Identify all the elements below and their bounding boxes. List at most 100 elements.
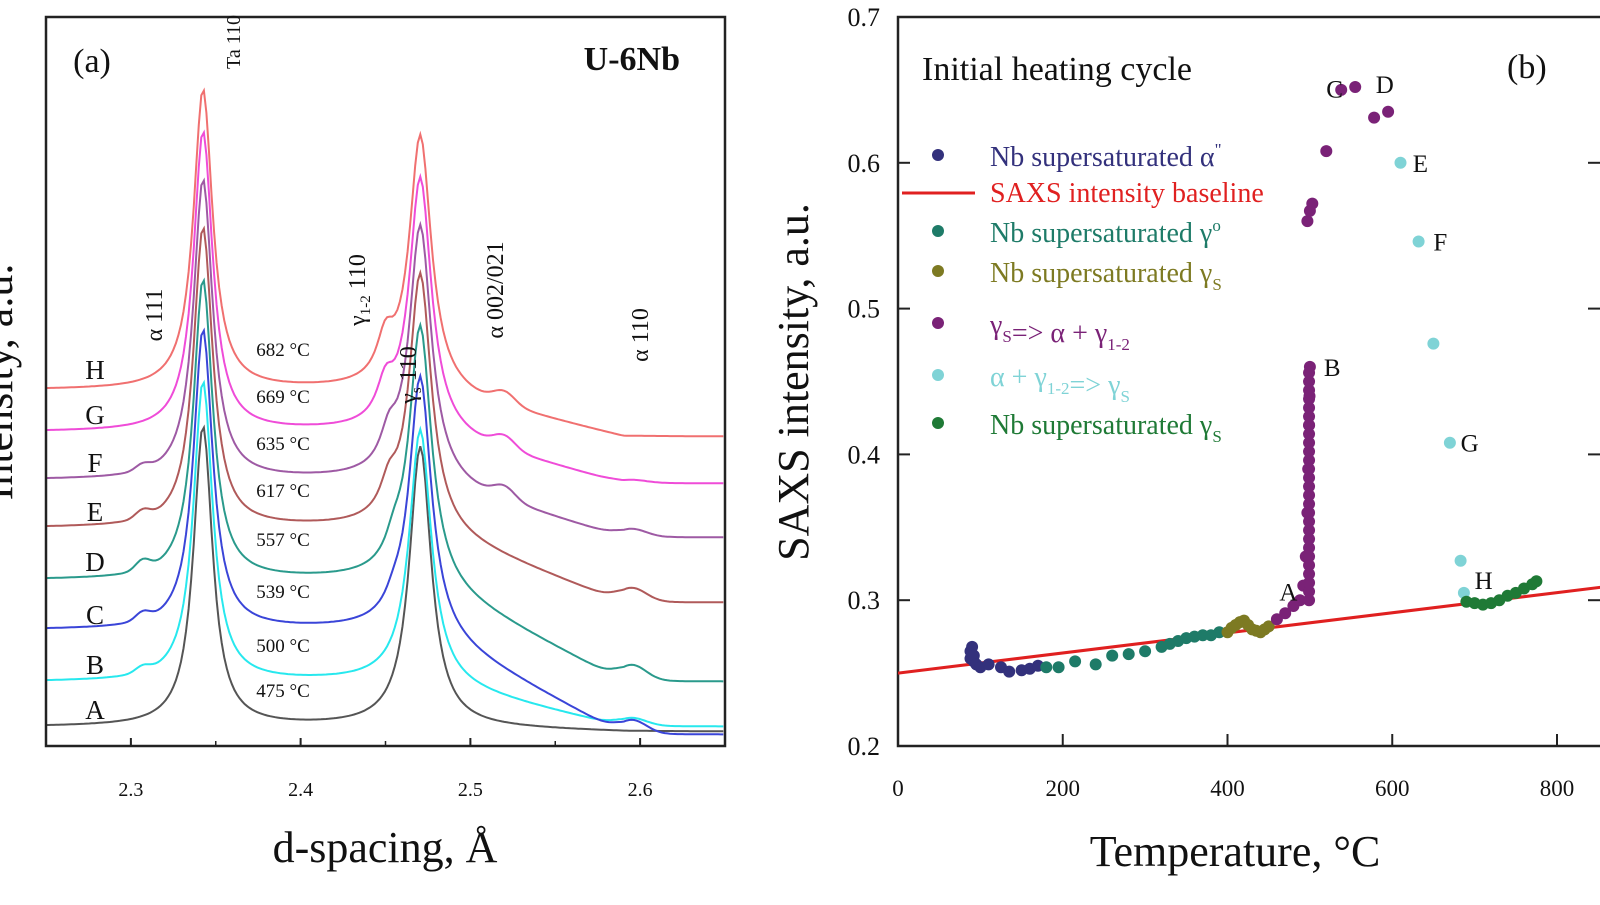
y-tick-label: 0.4 (848, 440, 881, 469)
spectra-group (46, 91, 723, 735)
temperature-label-f: 635 °C (256, 434, 310, 455)
point-label-e: E (1413, 151, 1428, 178)
legend-swatch-dot (932, 317, 944, 329)
point-label-b: B (1324, 355, 1341, 382)
x-tick-label: 2.5 (458, 779, 483, 801)
peak-g12-subscript: 1-2 (358, 295, 374, 315)
temperature-label-g: 669 °C (256, 387, 310, 408)
peak-g12-hkl: 110 (345, 254, 371, 295)
data-point-reverse (1395, 157, 1407, 169)
temperature-label-e: 617 °C (256, 481, 310, 502)
x-tick-label: 600 (1375, 776, 1410, 801)
x-tick-label: 2.6 (628, 779, 653, 801)
legend-text-sub2: 1-2 (1107, 335, 1130, 354)
legend-swatch-dot (932, 369, 944, 381)
data-point-gamma0 (1069, 655, 1081, 667)
curve-label-d: D (85, 547, 105, 577)
legend-text-sup: o (1212, 216, 1221, 235)
peak-label-g12: γ1-2 110 (345, 254, 374, 327)
legend-text-label: γ (989, 310, 1002, 341)
legend-entry-baseline: SAXS intensity baseline (990, 178, 1264, 209)
point-label-f: F (1433, 230, 1447, 257)
x-tick-label: 2.4 (288, 779, 313, 801)
legend-entry-reverse: α + γ1-2=> γS (990, 362, 1130, 406)
temperature-label-a: 475 °C (256, 681, 310, 702)
point-label-h: H (1475, 568, 1493, 595)
x-ticks-b: 0 200 400 600 800 (892, 734, 1574, 801)
legend-text-label: Nb supersaturated γ (990, 258, 1212, 289)
peak-g12-symbol: γ (345, 315, 371, 327)
legend-text-label: SAXS intensity baseline (990, 178, 1264, 209)
spectrum-curve-c (46, 331, 723, 735)
legend-entry-transform: γS=> α + γ1-2 (989, 310, 1130, 354)
temperature-label-d: 557 °C (256, 530, 310, 551)
y-tick-label: 0.7 (848, 3, 881, 32)
peak-label-a111: α 111 (142, 289, 168, 342)
x-tick-label: 800 (1540, 776, 1575, 801)
heating-cycle-annotation: Initial heating cycle (922, 51, 1192, 88)
x-ticks-a: 2.3 2.4 2.5 2.6 (46, 738, 725, 801)
panel-label-b: (b) (1507, 49, 1547, 86)
data-point-reverse (1427, 338, 1439, 350)
curve-label-f: F (87, 448, 102, 478)
data-point-transform (1368, 112, 1380, 124)
peak-gs-symbol: γ (396, 393, 422, 405)
legend-swatch-dot (932, 417, 944, 429)
y-tick-label: 0.2 (848, 732, 881, 761)
x-tick-label: 200 (1046, 776, 1081, 801)
peak-label-a110: α 110 (628, 308, 654, 362)
point-label-a: A (1279, 580, 1297, 607)
data-point-transform (1320, 145, 1332, 157)
data-point-gamma0 (1139, 645, 1151, 657)
point-label-c: C (1326, 76, 1343, 103)
legend-text-label2: => α + γ (1012, 318, 1107, 349)
x-tick-label: 2.3 (118, 779, 143, 801)
data-point-gamma0 (1040, 661, 1052, 673)
data-point-gamma0 (1123, 648, 1135, 660)
y-axis-title-b: SAXS intensity, a.u. (769, 203, 818, 561)
legend: Nb supersaturated α"SAXS intensity basel… (902, 140, 1264, 446)
plot-frame-a (46, 17, 725, 746)
x-tick-label: 0 (892, 776, 904, 801)
legend-text-sup: " (1215, 140, 1222, 159)
data-point-transform (1306, 198, 1318, 210)
spectrum-curve-h (46, 91, 723, 437)
legend-entry-gammaS1: Nb supersaturated γS (990, 258, 1222, 294)
data-point-gamma0 (1090, 658, 1102, 670)
data-point-gammaS2 (1530, 575, 1542, 587)
legend-text-sub: S (1212, 427, 1221, 446)
x-tick-label: 400 (1210, 776, 1245, 801)
legend-text-label: Nb supersaturated γ (990, 218, 1212, 249)
data-point-transform (1382, 106, 1394, 118)
data-point-reverse (1413, 236, 1425, 248)
point-label-d: D (1376, 72, 1394, 99)
data-point-gamma0 (1053, 661, 1065, 673)
legend-text-sub: S (1002, 327, 1011, 346)
curve-label-h: H (85, 355, 105, 385)
y-ticks-b: 0.20.30.40.50.60.7 (848, 3, 1600, 761)
y-axis-title-a: Intensity, a.u. (0, 264, 22, 501)
peak-label-ta110: Ta 110 (223, 15, 245, 69)
legend-text-sub: 1-2 (1047, 379, 1070, 398)
legend-text-sub: S (1212, 275, 1221, 294)
temperature-label-h: 682 °C (256, 340, 310, 361)
y-tick-label: 0.6 (848, 149, 881, 178)
legend-swatch-dot (932, 265, 944, 277)
legend-entry-gammaS2: Nb supersaturated γS (990, 410, 1222, 446)
legend-swatch-dot (932, 149, 944, 161)
data-point-gamma0 (1106, 650, 1118, 662)
legend-text-label2: => γ (1070, 370, 1121, 401)
curve-label-a: A (85, 695, 105, 725)
legend-text-label: α + γ (990, 362, 1047, 393)
panel-label-a: (a) (73, 43, 111, 80)
data-point-reverse (1455, 555, 1467, 567)
data-point-alpha_dd (983, 658, 995, 670)
curve-label-e: E (87, 497, 104, 527)
curve-label-c: C (86, 600, 104, 630)
x-axis-title-b: Temperature, °C (1090, 827, 1381, 876)
